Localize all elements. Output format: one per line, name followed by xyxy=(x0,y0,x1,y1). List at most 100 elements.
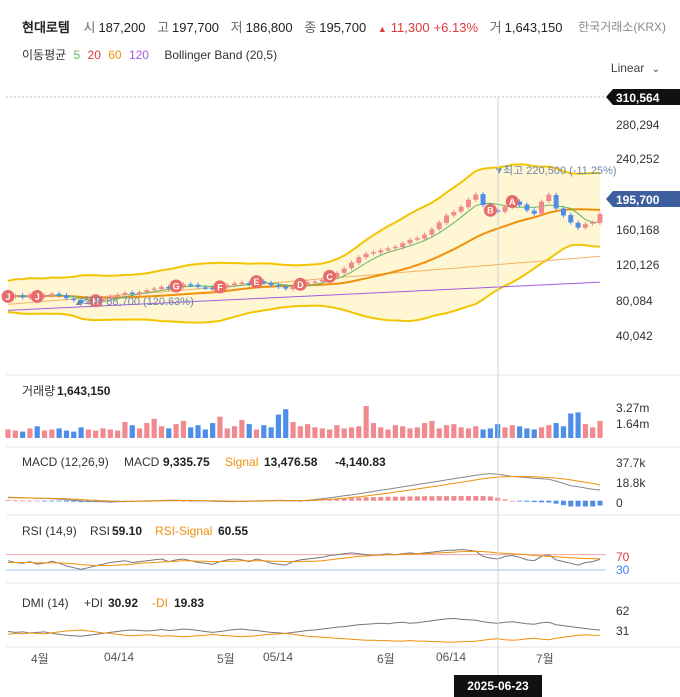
event-marker-letter: J xyxy=(5,292,10,302)
macd-histogram-bar xyxy=(341,498,347,501)
dmi-lines xyxy=(7,617,601,643)
ma-120-label: 120 xyxy=(128,48,149,62)
x-tick: 6월 xyxy=(377,652,395,666)
volume-bar xyxy=(465,428,472,438)
volume-bar xyxy=(56,428,62,438)
candle-body xyxy=(85,302,91,305)
candle-body xyxy=(502,206,508,212)
candle-body xyxy=(188,284,194,286)
high-annotation: 최고 220,500 (-11.25%) xyxy=(503,164,617,177)
macd-hist-value: -4,140.83 xyxy=(335,455,386,469)
candle-body xyxy=(553,194,559,209)
candle-body xyxy=(195,284,201,287)
x-tick: 04/14 xyxy=(104,650,135,664)
volume-bar xyxy=(283,409,289,438)
macd-histogram-bar xyxy=(34,500,40,502)
macd-histogram-bar xyxy=(465,496,471,501)
macd-histogram-bar xyxy=(480,496,486,501)
candle-body xyxy=(56,293,62,296)
volume-bar xyxy=(421,423,428,438)
event-marker-icon: H xyxy=(89,294,103,308)
macd-histogram-bar xyxy=(451,496,457,501)
candle-body xyxy=(261,281,267,283)
rsi-value: 59.10 xyxy=(112,524,142,538)
price-tick: 160,168 xyxy=(616,223,660,237)
volume-label: 거 xyxy=(489,20,502,35)
close-label: 종 xyxy=(304,20,317,35)
macd-histogram-bar xyxy=(509,500,515,502)
candle-body xyxy=(517,201,523,205)
macd-line xyxy=(7,473,601,503)
macd-histogram-bar xyxy=(20,500,26,502)
event-marker-icon: E xyxy=(249,275,263,289)
candle-body xyxy=(546,194,552,202)
scale-dropdown[interactable]: Linear ⌄ xyxy=(611,61,660,75)
close-value: 195,700 xyxy=(319,20,367,35)
volume-bar xyxy=(210,423,216,438)
macd-histogram-bar xyxy=(502,499,508,501)
event-marker-letter: B xyxy=(487,206,494,216)
macd-histogram-bar xyxy=(582,500,588,507)
candle-body xyxy=(363,253,369,258)
volume-bar xyxy=(597,420,603,438)
macd-histogram-bar xyxy=(436,496,442,501)
candle-body xyxy=(210,287,216,290)
macd-histogram-bar xyxy=(349,498,355,501)
event-marker-icon: F xyxy=(213,280,227,294)
macd-label: MACD xyxy=(124,455,160,469)
macd-histogram-bar xyxy=(71,500,77,502)
volume-bar xyxy=(290,422,296,438)
volume-bar xyxy=(224,428,230,438)
volume-bar xyxy=(517,426,523,438)
candle-body xyxy=(400,243,406,248)
candle-body xyxy=(63,295,69,299)
volume-bar xyxy=(392,425,398,438)
x-tick: 05/14 xyxy=(263,650,294,664)
ma-label: 이동평균 xyxy=(22,48,67,62)
rsi-panel-label: RSI (14,9) xyxy=(22,524,77,538)
candle-body xyxy=(71,298,77,301)
volume-bar xyxy=(575,412,581,438)
crosshair-date-badge: 2025-06-23 xyxy=(454,675,542,697)
candle-body xyxy=(414,238,420,240)
macd-histogram-bar xyxy=(575,500,581,507)
candle-body xyxy=(78,299,84,304)
candle-body xyxy=(180,284,186,287)
macd-histogram-bar xyxy=(400,496,406,501)
macd-histogram-bar xyxy=(422,496,428,501)
price-tick: 40,042 xyxy=(616,329,653,343)
event-marker-letter: G xyxy=(173,282,180,292)
event-marker-icon: J xyxy=(30,289,44,303)
pdi-label: +DI xyxy=(84,596,103,610)
candle-body xyxy=(42,295,48,298)
volume-bar xyxy=(524,428,530,438)
pdi-value: 30.92 xyxy=(108,596,138,610)
volume-bar xyxy=(400,426,406,438)
candle-body xyxy=(283,286,289,289)
volume-bar xyxy=(100,428,106,438)
ma-20-label: 20 xyxy=(87,48,101,62)
volume-bar xyxy=(370,423,377,438)
candle-body xyxy=(429,229,435,235)
candle-body xyxy=(312,281,318,284)
event-marker-icon: J xyxy=(1,289,15,303)
ma-5-label: 5 xyxy=(73,48,81,62)
candle-body xyxy=(20,295,26,298)
volume-bar xyxy=(78,427,84,438)
macd-histogram-bar xyxy=(27,500,33,502)
exchange-name: 한국거래소(KRX) xyxy=(578,20,666,34)
change-percent: +6.13% xyxy=(433,20,479,35)
indicator-legend[interactable]: 이동평균 5 20 60 120 Bollinger Band (20,5) xyxy=(22,46,281,63)
low-label: 저 xyxy=(230,20,243,35)
volume-bar xyxy=(429,420,435,438)
volume-bar xyxy=(590,427,596,438)
bollinger-label: Bollinger Band (20,5) xyxy=(164,48,278,62)
candle-body xyxy=(341,268,347,273)
volume-bar xyxy=(27,428,33,438)
chevron-down-icon: ⌄ xyxy=(651,64,660,75)
event-marker-circle xyxy=(249,275,263,289)
bollinger-band-fill xyxy=(8,164,600,323)
candle-body xyxy=(451,211,457,216)
candle-body xyxy=(349,262,355,269)
